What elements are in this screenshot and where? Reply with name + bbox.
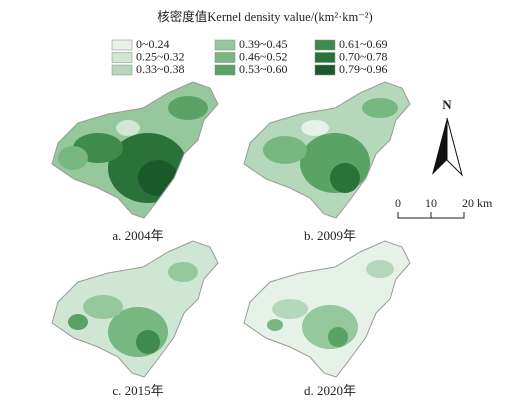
legend-swatch [314,64,336,76]
map-panel [243,81,411,219]
legend-swatch [111,39,133,51]
map-panel [51,81,219,219]
legend-swatch [314,39,336,51]
legend-swatch [214,39,236,51]
legend-label: 0.79~0.96 [339,62,388,76]
legend-label: 0.53~0.60 [239,62,288,76]
legend-swatch [314,52,336,63]
north-arrow [446,117,463,177]
legend-swatch [111,52,133,63]
north-label: N [442,97,452,112]
legend-title: 核密度值Kernel density value/(km²·km⁻²) [157,9,372,24]
legend-label: 0~0.24 [136,37,170,51]
legend-label: 0.61~0.69 [339,37,388,51]
legend-swatch [214,52,236,63]
legend-swatch [214,64,236,76]
legend-label: 0.46~0.52 [239,49,288,63]
legend-label: 0.33~0.38 [136,62,185,76]
panel-caption: d. 2020年 [304,383,356,398]
legend-label: 0.70~0.78 [339,49,388,63]
map-panel [51,240,219,378]
scale-label: 20 km [462,196,493,210]
legend-swatch [111,64,133,76]
scale-bar [397,212,465,219]
panel-caption: b. 2009年 [304,228,356,243]
north-arrow [432,118,447,175]
scale-label: 10 [425,196,437,210]
map-panel [243,240,411,378]
panel-caption: a. 2004年 [112,228,163,243]
legend: 0~0.240.25~0.320.33~0.38 0.39~0.450.46~0.… [111,37,388,76]
panel-caption: c. 2015年 [112,383,163,398]
legend-label: 0.39~0.45 [239,37,288,51]
scale-label: 0 [395,196,401,210]
legend-label: 0.25~0.32 [136,49,185,63]
